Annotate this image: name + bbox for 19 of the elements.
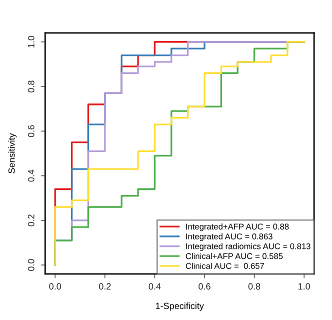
x-axis-title: 1-Specificity <box>156 302 204 311</box>
x-tick-label: 1.0 <box>298 283 310 290</box>
y-tick-label: 0.8 <box>28 80 34 92</box>
x-tick-label: 0.4 <box>148 283 161 290</box>
y-tick-label: 0.4 <box>28 170 34 182</box>
y-axis-title: Sensitivity <box>8 133 17 174</box>
y-tick-label: 0.0 <box>28 259 34 271</box>
x-tick-label: 0.8 <box>248 283 260 290</box>
legend-label: Clinical AUC = 0.657 <box>186 262 264 269</box>
legend-label: Integrated AUC = 0.863 <box>186 233 272 242</box>
y-tick-label: 1.0 <box>28 36 34 48</box>
x-tick-label: 0.6 <box>198 283 210 290</box>
legend-label: Integrated radiomics AUC = 0.813 <box>186 243 310 251</box>
legend-label: Clinical+AFP AUC = 0.585 <box>186 252 283 260</box>
y-tick-label: 0.6 <box>28 125 34 138</box>
x-tick-label: 0.2 <box>98 283 111 290</box>
y-tick-label: 0.2 <box>28 214 34 226</box>
x-tick-label: 0.0 <box>49 283 62 290</box>
legend-label: Integrated+AFP AUC = 0.88 <box>186 223 289 232</box>
